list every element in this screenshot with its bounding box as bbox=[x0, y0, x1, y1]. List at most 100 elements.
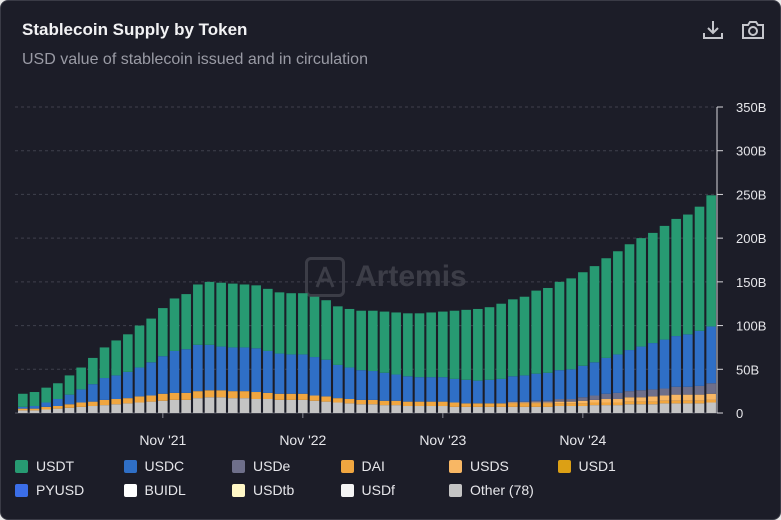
watermark-text: Artemis bbox=[355, 260, 467, 293]
bar-segment-usds bbox=[589, 399, 600, 403]
bar-segment-usdc bbox=[263, 350, 273, 393]
bar-segment-dai bbox=[659, 400, 670, 404]
bar-segment-usdt bbox=[473, 308, 483, 381]
legend-item-usdf[interactable]: USDf bbox=[340, 482, 395, 498]
bar-segment-other bbox=[659, 403, 670, 413]
bar-segment-usdt bbox=[134, 325, 145, 368]
bar-segment-dai bbox=[41, 406, 51, 410]
download-icon[interactable] bbox=[700, 17, 726, 43]
bar-segment-dai bbox=[99, 399, 110, 406]
legend-item-dai[interactable]: DAI bbox=[340, 458, 385, 474]
bar-segment-usdt bbox=[169, 298, 180, 351]
bar-segment-usdt bbox=[496, 303, 506, 379]
bar-segment-usde bbox=[671, 386, 681, 395]
camera-icon[interactable] bbox=[740, 17, 766, 43]
y-tick-label: 150B bbox=[736, 275, 766, 290]
legend-label: USDS bbox=[470, 458, 509, 474]
bar-segment-usds bbox=[648, 396, 658, 402]
legend-item-usdtb[interactable]: USDtb bbox=[232, 482, 294, 498]
bar-segment-other bbox=[671, 403, 681, 413]
bar-segment-usdc bbox=[636, 346, 646, 391]
bar-segment-usdc bbox=[158, 356, 168, 394]
bar-segment-usdt bbox=[239, 284, 250, 348]
legend-swatch bbox=[340, 459, 354, 473]
legend-swatch bbox=[232, 483, 245, 497]
bar-segment-usdt bbox=[298, 293, 308, 355]
bar-segment-dai bbox=[146, 395, 156, 402]
bar-segment-dai bbox=[473, 403, 483, 407]
bar-segment-other bbox=[333, 402, 343, 413]
x-tick-label: Nov '24 bbox=[559, 432, 606, 448]
legend-swatch bbox=[340, 483, 354, 497]
y-tick-label: 200B bbox=[736, 231, 766, 246]
legend-item-usds[interactable]: USDS bbox=[449, 458, 509, 474]
bar-segment-other bbox=[543, 406, 553, 413]
bar-segment-usde bbox=[706, 383, 716, 394]
legend-label: USD1 bbox=[578, 458, 616, 474]
bar-segment-other bbox=[76, 406, 86, 413]
bar-segment-other bbox=[648, 404, 658, 413]
bar-segment-other bbox=[531, 406, 541, 413]
bar-segment-dai bbox=[414, 401, 425, 406]
bar-segment-usdc bbox=[88, 384, 98, 402]
bar-segment-usdt bbox=[659, 225, 670, 340]
bar-segment-other bbox=[578, 406, 588, 413]
bar-segment-dai bbox=[158, 393, 168, 401]
bar-segment-usde bbox=[519, 401, 530, 403]
bar-segment-usde bbox=[636, 390, 646, 398]
bar-segment-usds bbox=[578, 400, 588, 404]
bar-segment-usde bbox=[578, 397, 588, 401]
legend-item-usde[interactable]: USDe bbox=[232, 458, 290, 474]
bar-segment-usdt bbox=[181, 294, 191, 350]
bar-segment-usdc bbox=[251, 348, 261, 393]
bar-segment-usdt bbox=[403, 313, 413, 377]
bar-segment-usde bbox=[624, 391, 635, 398]
legend-label: USDf bbox=[361, 482, 395, 498]
bar-segment-usdc bbox=[298, 354, 308, 394]
legend-item-pyusd[interactable]: PYUSD bbox=[15, 482, 84, 498]
bar-segment-dai bbox=[321, 396, 331, 402]
legend-item-usd1[interactable]: USD1 bbox=[557, 458, 616, 474]
legend-swatch bbox=[449, 483, 462, 497]
bar-segment-usdc bbox=[508, 376, 518, 402]
bar-segment-other bbox=[706, 402, 716, 413]
bar-segment-usdc bbox=[543, 372, 553, 401]
bar-segment-usde bbox=[554, 399, 565, 402]
legend-label: BUIDL bbox=[144, 482, 186, 498]
bar-segment-dai bbox=[169, 392, 180, 400]
bar-segment-usdt bbox=[368, 310, 378, 372]
bar-segment-usdc bbox=[228, 347, 238, 392]
bar-segment-other bbox=[601, 405, 611, 413]
bar-segment-dai bbox=[298, 393, 308, 400]
legend-item-buidl[interactable]: BUIDL bbox=[123, 482, 186, 498]
bar-segment-usdc bbox=[531, 373, 541, 401]
bar-segment-usds bbox=[706, 393, 716, 400]
bar-segment-other bbox=[111, 404, 121, 413]
bar-segment-other bbox=[414, 406, 425, 413]
legend-item-usdt[interactable]: USDT bbox=[15, 458, 74, 474]
bar-segment-usdc bbox=[134, 367, 145, 397]
bar-segment-dai bbox=[636, 401, 646, 405]
bar-segment-other bbox=[193, 398, 203, 413]
bar-segment-usdt bbox=[379, 311, 390, 373]
bar-segment-dai bbox=[263, 392, 273, 400]
bar-segment-usde bbox=[589, 395, 600, 400]
legend-item-usdc[interactable]: USDC bbox=[123, 458, 184, 474]
bar-segment-usds bbox=[601, 399, 611, 403]
bar-segment-usdc bbox=[239, 347, 250, 392]
legend-item-other[interactable]: Other (78) bbox=[449, 482, 534, 498]
bar-segment-other bbox=[309, 400, 320, 413]
legend-label: DAI bbox=[361, 458, 385, 474]
bar-segment-dai bbox=[601, 402, 611, 406]
bar-segment-usde bbox=[613, 392, 623, 400]
bar-segment-dai bbox=[274, 393, 285, 400]
bar-segment-usdt bbox=[99, 347, 110, 379]
bar-segment-dai bbox=[589, 402, 600, 406]
bar-segment-other bbox=[134, 402, 145, 413]
y-tick-label: 350B bbox=[736, 100, 766, 115]
bar-segment-usdt bbox=[344, 308, 355, 368]
bar-segment-usdc bbox=[356, 370, 366, 400]
bar-segment-usdt bbox=[566, 278, 576, 370]
bar-segment-usdc bbox=[414, 377, 425, 402]
bar-segment-usdc bbox=[368, 371, 378, 400]
